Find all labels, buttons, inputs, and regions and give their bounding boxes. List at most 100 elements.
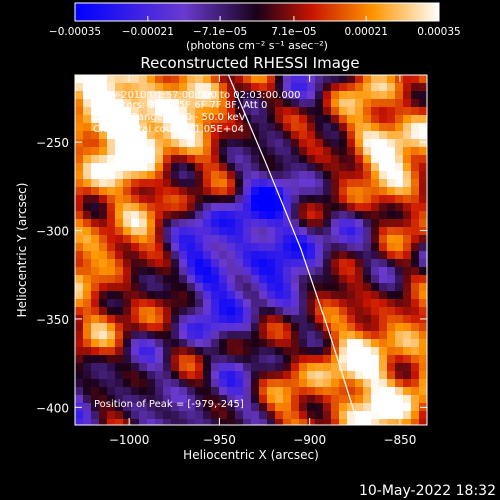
heatmap-cell (363, 347, 371, 355)
heatmap-cell (83, 163, 91, 171)
heatmap-cell (227, 251, 235, 259)
heatmap-cell (75, 307, 83, 315)
heatmap-cell (107, 259, 115, 267)
heatmap-cell (91, 187, 99, 195)
heatmap-cell (291, 163, 299, 171)
heatmap-cell (403, 379, 411, 387)
heatmap-cell (91, 419, 99, 425)
heatmap-cell (411, 259, 419, 267)
heatmap-cell (243, 99, 251, 107)
heatmap-cell (195, 243, 203, 251)
heatmap-cell (227, 99, 235, 107)
heatmap-cell (331, 259, 339, 267)
heatmap-cell (411, 83, 419, 91)
heatmap-cell (387, 291, 395, 299)
heatmap-cell (315, 243, 323, 251)
heatmap-cell (227, 75, 235, 83)
heatmap-cell (147, 275, 155, 283)
x-tick-label: −1000 (109, 433, 150, 447)
heatmap-cell (219, 171, 227, 179)
heatmap-cell (315, 387, 323, 395)
heatmap-cell (299, 419, 307, 425)
heatmap-cell (179, 139, 187, 147)
heatmap-cell (267, 411, 275, 419)
heatmap-cell (259, 363, 267, 371)
heatmap-cell (147, 123, 155, 131)
heatmap-cell (395, 259, 403, 267)
heatmap-cell (187, 371, 195, 379)
heatmap-cell (99, 91, 107, 99)
heatmap-cell (243, 227, 251, 235)
heatmap-cell (331, 139, 339, 147)
heatmap-cell (179, 83, 187, 91)
heatmap-cell (195, 83, 203, 91)
heatmap-cell (139, 347, 147, 355)
heatmap-cell (235, 243, 243, 251)
heatmap-cell (347, 91, 355, 99)
heatmap-cell (251, 371, 259, 379)
x-tick-label: −900 (293, 433, 326, 447)
heatmap-cell (315, 83, 323, 91)
heatmap-cell (339, 171, 347, 179)
heatmap-cell (283, 187, 291, 195)
heatmap-cell (251, 155, 259, 163)
heatmap-cell (251, 163, 259, 171)
heatmap-cell (155, 155, 163, 163)
heatmap-cell (155, 355, 163, 363)
heatmap-cell (227, 371, 235, 379)
heatmap-cell (107, 155, 115, 163)
heatmap-cell (379, 347, 387, 355)
heatmap-cell (187, 131, 195, 139)
heatmap-cell (251, 259, 259, 267)
heatmap-cell (387, 195, 395, 203)
heatmap-cell (395, 355, 403, 363)
heatmap-cell (187, 163, 195, 171)
heatmap-cell (315, 267, 323, 275)
heatmap-cell (91, 363, 99, 371)
heatmap-cell (115, 83, 123, 91)
heatmap-cell (131, 99, 139, 107)
heatmap-cell (363, 395, 371, 403)
heatmap-cell (355, 403, 363, 411)
heatmap-cell (227, 339, 235, 347)
heatmap-cell (219, 291, 227, 299)
heatmap-cell (83, 315, 91, 323)
heatmap-cell (387, 387, 395, 395)
heatmap-cell (259, 275, 267, 283)
heatmap-cell (283, 283, 291, 291)
heatmap-cell (203, 307, 211, 315)
heatmap-cell (355, 139, 363, 147)
heatmap-cell (387, 259, 395, 267)
heatmap-cell (163, 243, 171, 251)
heatmap-cell (147, 131, 155, 139)
heatmap-cell (347, 267, 355, 275)
heatmap-cell (291, 419, 299, 425)
heatmap-cell (299, 115, 307, 123)
heatmap-cell (347, 379, 355, 387)
heatmap-cell (187, 299, 195, 307)
heatmap-cell (299, 147, 307, 155)
heatmap-cell (75, 75, 83, 83)
heatmap-cell (347, 363, 355, 371)
heatmap-cell (187, 219, 195, 227)
heatmap-cell (131, 235, 139, 243)
heatmap-cell (347, 99, 355, 107)
heatmap-cell (75, 171, 83, 179)
heatmap-cell (75, 243, 83, 251)
heatmap-cell (379, 243, 387, 251)
heatmap-cell (363, 147, 371, 155)
heatmap-cell (291, 315, 299, 323)
heatmap-cell (283, 395, 291, 403)
heatmap-cell (75, 291, 83, 299)
heatmap-cell (307, 411, 315, 419)
heatmap-cell (403, 395, 411, 403)
heatmap-cell (179, 283, 187, 291)
heatmap-cell (395, 331, 403, 339)
heatmap-cell (147, 163, 155, 171)
heatmap-cell (83, 379, 91, 387)
heatmap-cell (147, 299, 155, 307)
heatmap-cell (339, 379, 347, 387)
heatmap-cell (203, 419, 211, 425)
heatmap-cell (251, 171, 259, 179)
heatmap-cell (323, 195, 331, 203)
